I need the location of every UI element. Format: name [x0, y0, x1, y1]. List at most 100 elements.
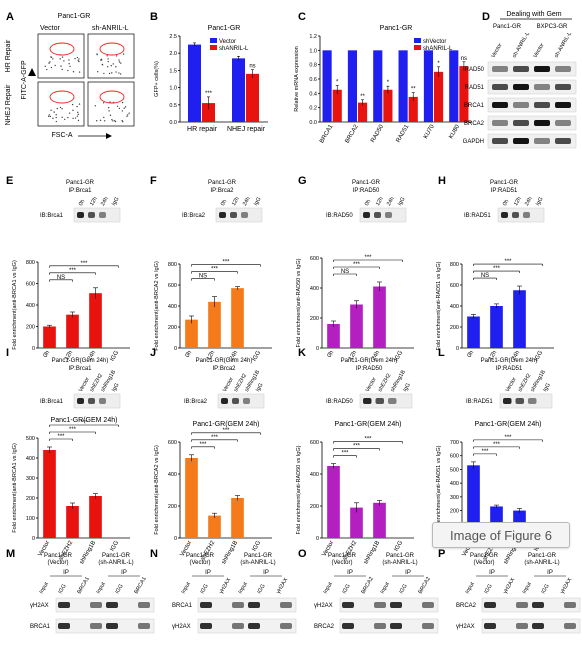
flow-dot	[50, 56, 51, 57]
chart-l-title: Panc1-GR(GEM 24h)	[475, 421, 542, 428]
chart-c-bar	[383, 90, 392, 122]
flow-plot-2	[38, 82, 84, 126]
blot-mp-2-lane: BRCA2	[418, 576, 432, 595]
blot-eh-0-lane: IgG	[111, 196, 121, 207]
blot-eh-2-ip: IP:RAD50	[353, 188, 380, 194]
flow-dot	[111, 72, 112, 73]
blot-mp-3-lane: Input	[465, 581, 477, 595]
flow-dot	[52, 58, 53, 59]
blot-mp-3-g1: Panc1-GR	[470, 553, 499, 559]
panelD-band	[492, 120, 508, 126]
chart-c-ytick-label: 0.4	[309, 91, 317, 97]
blot-mp-2-g3: Panc1-GR	[386, 553, 415, 559]
chart-f-sig-label: ***	[222, 260, 230, 266]
blot-eh-2-band	[374, 212, 381, 218]
flow-dot	[110, 115, 111, 116]
blot-il-2-band	[388, 398, 397, 404]
chart-k-xlabel: shRing1B	[363, 540, 381, 566]
panelA-col-vector: Vector	[40, 25, 61, 32]
flow-dot	[78, 114, 79, 115]
flow-plot-0	[38, 34, 84, 78]
blot-eh-2-title: Panc1-GR	[352, 180, 381, 186]
blot-mp-1-band	[200, 602, 212, 608]
chart-f-sig-label: ***	[211, 267, 219, 273]
blot-mp-1-g2: (Vector)	[189, 560, 210, 566]
panel-letter-d: D	[482, 11, 490, 23]
chart-i-ytick-label: 100	[26, 516, 35, 522]
flow-dot	[122, 110, 123, 111]
panelA-y-axis: FITC-A-GFP	[21, 60, 28, 100]
blot-mp-0-band	[106, 623, 118, 629]
figure-caption-badge[interactable]: Image of Figure 6	[432, 522, 570, 548]
chart-e-xlabel: 0h	[43, 350, 52, 359]
chart-c-bar	[459, 66, 468, 122]
flow-dot	[96, 120, 97, 121]
panel-letter-h: H	[438, 175, 446, 187]
panelD-band	[534, 120, 550, 126]
blot-mp-2-band	[374, 602, 386, 608]
chart-e-sig-label: ***	[69, 268, 77, 274]
chart-j-ytick-label: 400	[168, 472, 177, 478]
panelD-band	[534, 66, 550, 72]
blot-mp-3-g4: (sh-ANRIL-L)	[524, 560, 559, 566]
blot-mp-3-lane: γH2AX	[560, 577, 574, 595]
blot-mp-2-g2: (Vector)	[331, 560, 352, 566]
panelD-lane-label: sh-ANRIL-L	[554, 31, 574, 59]
blot-mp-3-g2: (Vector)	[473, 560, 494, 566]
panelD-band	[555, 138, 571, 144]
flow-dot	[119, 61, 120, 62]
blot-mp-1-lane: γH2AX	[219, 577, 233, 595]
blot-eh-2-band	[363, 212, 370, 218]
panel-letter-o: O	[298, 548, 307, 560]
blot-mp-1-lane: Input	[238, 581, 250, 595]
blot-mp-0-band	[58, 623, 70, 629]
blot-mp-0-band	[138, 602, 150, 608]
blot-il-2-lane: IgG	[402, 382, 412, 393]
flow-dot	[100, 59, 101, 60]
flow-dot	[51, 67, 52, 68]
blot-eh-0-ip: IP:Brca1	[68, 188, 92, 194]
flow-dot	[127, 114, 128, 115]
chart-c-xlabel: BRCA1	[319, 123, 335, 144]
flow-dot	[125, 106, 126, 107]
blot-mp-2-lane: Input	[323, 581, 335, 595]
chart-c-ytick-label: 1.2	[309, 34, 317, 40]
blot-mp-2-ip2: IP	[405, 570, 411, 576]
blot-il-2-title: Panc1-GR(Gem 24h)	[341, 358, 398, 364]
blot-il-3-lane: IgG	[542, 382, 552, 393]
flow-dot	[77, 57, 78, 58]
chart-c-bar	[348, 50, 357, 122]
flow-dot	[74, 58, 75, 59]
chart-f-xlabel: 0h	[185, 350, 194, 359]
flow-dot	[112, 120, 113, 121]
chart-i-title: Panc1-GR(GEM 24h)	[51, 417, 118, 424]
flow-dot	[108, 107, 109, 108]
blot-eh-3-title: Panc1-GR	[490, 180, 519, 186]
flow-dot	[56, 117, 57, 118]
chart-k-title: Panc1-GR(GEM 24h)	[335, 421, 402, 428]
chart-g-ylabel: Fold enrichment(anti-RAD50 vs IgG)	[296, 258, 302, 347]
flow-dot	[120, 62, 121, 63]
flow-dot	[116, 55, 117, 56]
blot-eh-3-lane: IgG	[535, 196, 545, 207]
blot-mp-3-band	[532, 623, 544, 629]
chart-k-bar	[327, 466, 340, 538]
panelD-band	[492, 102, 508, 108]
flow-dot	[103, 117, 104, 118]
chart-f-ytick-label: 400	[168, 304, 177, 310]
flow-dot	[69, 112, 70, 113]
chart-h-ytick-label: 200	[450, 325, 459, 331]
blot-eh-2-ib: IB:RAD50	[326, 213, 353, 219]
chart-l-ytick-label: 400	[450, 481, 459, 487]
blot-mp-1-band	[232, 623, 244, 629]
flow-dot	[97, 71, 98, 72]
chart-k-bar	[373, 503, 386, 538]
flow-dot	[54, 65, 55, 66]
blot-eh-1-ib: IB:Brca2	[182, 213, 206, 219]
panelA-x-arrow	[106, 133, 112, 139]
blot-eh-1-title: Panc1-GR	[208, 180, 237, 186]
blot-mp-1-lane: IGG	[257, 583, 267, 595]
blot-mp-3-row-label: BRCA2	[456, 603, 477, 609]
blot-mp-2-band	[374, 623, 386, 629]
chart-i-sig-label: ***	[69, 427, 77, 433]
